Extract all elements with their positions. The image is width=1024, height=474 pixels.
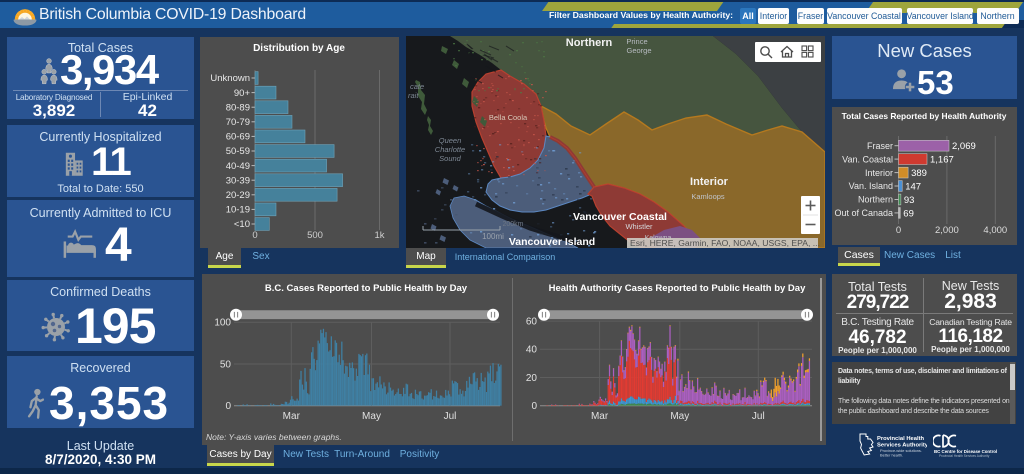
svg-text:Sound: Sound bbox=[439, 154, 462, 163]
svg-text:389: 389 bbox=[911, 168, 927, 179]
svg-text:60-69: 60-69 bbox=[226, 132, 250, 143]
svg-text:2,069: 2,069 bbox=[952, 141, 976, 152]
svg-text:Prince: Prince bbox=[626, 37, 647, 46]
svg-text:40-49: 40-49 bbox=[226, 161, 250, 172]
svg-text:40: 40 bbox=[526, 345, 538, 356]
svg-text:Esri, HERE, Garmin, FAO, NOAA,: Esri, HERE, Garmin, FAO, NOAA, USGS, EPA… bbox=[630, 238, 820, 248]
svg-text:BC Centre for Disease Control: BC Centre for Disease Control bbox=[934, 449, 997, 454]
svg-text:Jul: Jul bbox=[444, 411, 457, 422]
svg-text:May: May bbox=[362, 411, 381, 422]
svg-text:Interior: Interior bbox=[865, 168, 893, 178]
svg-text:Provincial Health: Provincial Health bbox=[877, 436, 924, 442]
svg-text:Kamloops: Kamloops bbox=[691, 192, 725, 201]
svg-text:20: 20 bbox=[526, 373, 538, 384]
svg-text:Better health.: Better health. bbox=[880, 453, 903, 458]
svg-text:93: 93 bbox=[904, 195, 915, 206]
svg-text:69: 69 bbox=[903, 208, 914, 219]
svg-text:Services Authority: Services Authority bbox=[877, 443, 927, 449]
svg-text:Fraser: Fraser bbox=[867, 141, 893, 151]
svg-text:10-19: 10-19 bbox=[226, 205, 250, 216]
svg-text:20-29: 20-29 bbox=[226, 190, 250, 201]
svg-text:Northern: Northern bbox=[858, 195, 893, 205]
svg-text:Unknown: Unknown bbox=[210, 73, 250, 84]
svg-text:Jul: Jul bbox=[752, 411, 765, 422]
svg-text:Provincial Health Services Aut: Provincial Health Services Authority bbox=[939, 454, 990, 458]
svg-text:500: 500 bbox=[307, 230, 323, 241]
svg-text:80-89: 80-89 bbox=[226, 102, 250, 113]
svg-text:30-39: 30-39 bbox=[226, 175, 250, 186]
svg-text:1,167: 1,167 bbox=[930, 155, 954, 166]
svg-text:4,000: 4,000 bbox=[983, 225, 1007, 236]
svg-text:0: 0 bbox=[531, 401, 537, 412]
svg-text:50-59: 50-59 bbox=[226, 146, 250, 157]
svg-text:2,000: 2,000 bbox=[935, 225, 959, 236]
svg-text:Total Cases Reported by Health: Total Cases Reported by Health Authority bbox=[842, 111, 1007, 121]
svg-text:60: 60 bbox=[526, 317, 538, 328]
svg-text:Mar: Mar bbox=[283, 411, 301, 422]
svg-text:100mi: 100mi bbox=[482, 232, 504, 241]
svg-text:Van. Coastal: Van. Coastal bbox=[842, 154, 893, 164]
svg-text:cate: cate bbox=[410, 82, 424, 91]
svg-text:Note: Y-axis varies between gr: Note: Y-axis varies between graphs. bbox=[206, 432, 342, 442]
svg-text:Charlotte: Charlotte bbox=[435, 145, 465, 154]
svg-text:100: 100 bbox=[214, 318, 231, 329]
svg-text:Whistler: Whistler bbox=[625, 222, 653, 231]
svg-text:Out of Canada: Out of Canada bbox=[834, 208, 893, 218]
svg-text:70-79: 70-79 bbox=[226, 117, 250, 128]
svg-text:0: 0 bbox=[252, 230, 257, 241]
svg-text:Province-wide solutions.: Province-wide solutions. bbox=[880, 448, 922, 453]
svg-text:Health Authority Cases Reporte: Health Authority Cases Reported to Publi… bbox=[549, 283, 806, 294]
svg-text:Van. Island: Van. Island bbox=[849, 181, 893, 191]
svg-text:May: May bbox=[670, 411, 689, 422]
svg-text:Northern: Northern bbox=[566, 37, 613, 49]
svg-text:Mar: Mar bbox=[591, 411, 609, 422]
svg-text:0: 0 bbox=[896, 225, 901, 236]
svg-text:Vancouver Island: Vancouver Island bbox=[509, 236, 595, 248]
svg-text:147: 147 bbox=[905, 181, 921, 192]
svg-text:Bella Coola: Bella Coola bbox=[489, 113, 528, 122]
svg-text:Vancouver Coastal: Vancouver Coastal bbox=[573, 211, 667, 223]
svg-text:Interior: Interior bbox=[690, 176, 729, 188]
svg-text:1k: 1k bbox=[374, 230, 384, 241]
svg-text:0: 0 bbox=[225, 401, 231, 412]
svg-text:50: 50 bbox=[220, 359, 232, 370]
svg-text:Queen: Queen bbox=[439, 136, 462, 145]
svg-text:200km: 200km bbox=[502, 221, 523, 228]
svg-text:Distribution by Age: Distribution by Age bbox=[253, 43, 345, 54]
svg-text:rait: rait bbox=[408, 91, 419, 100]
svg-text:B.C. Cases Reported to Public: B.C. Cases Reported to Public Health by … bbox=[265, 283, 468, 294]
svg-text:<10: <10 bbox=[234, 219, 250, 230]
svg-text:George: George bbox=[626, 46, 651, 55]
svg-text:90+: 90+ bbox=[234, 88, 251, 99]
